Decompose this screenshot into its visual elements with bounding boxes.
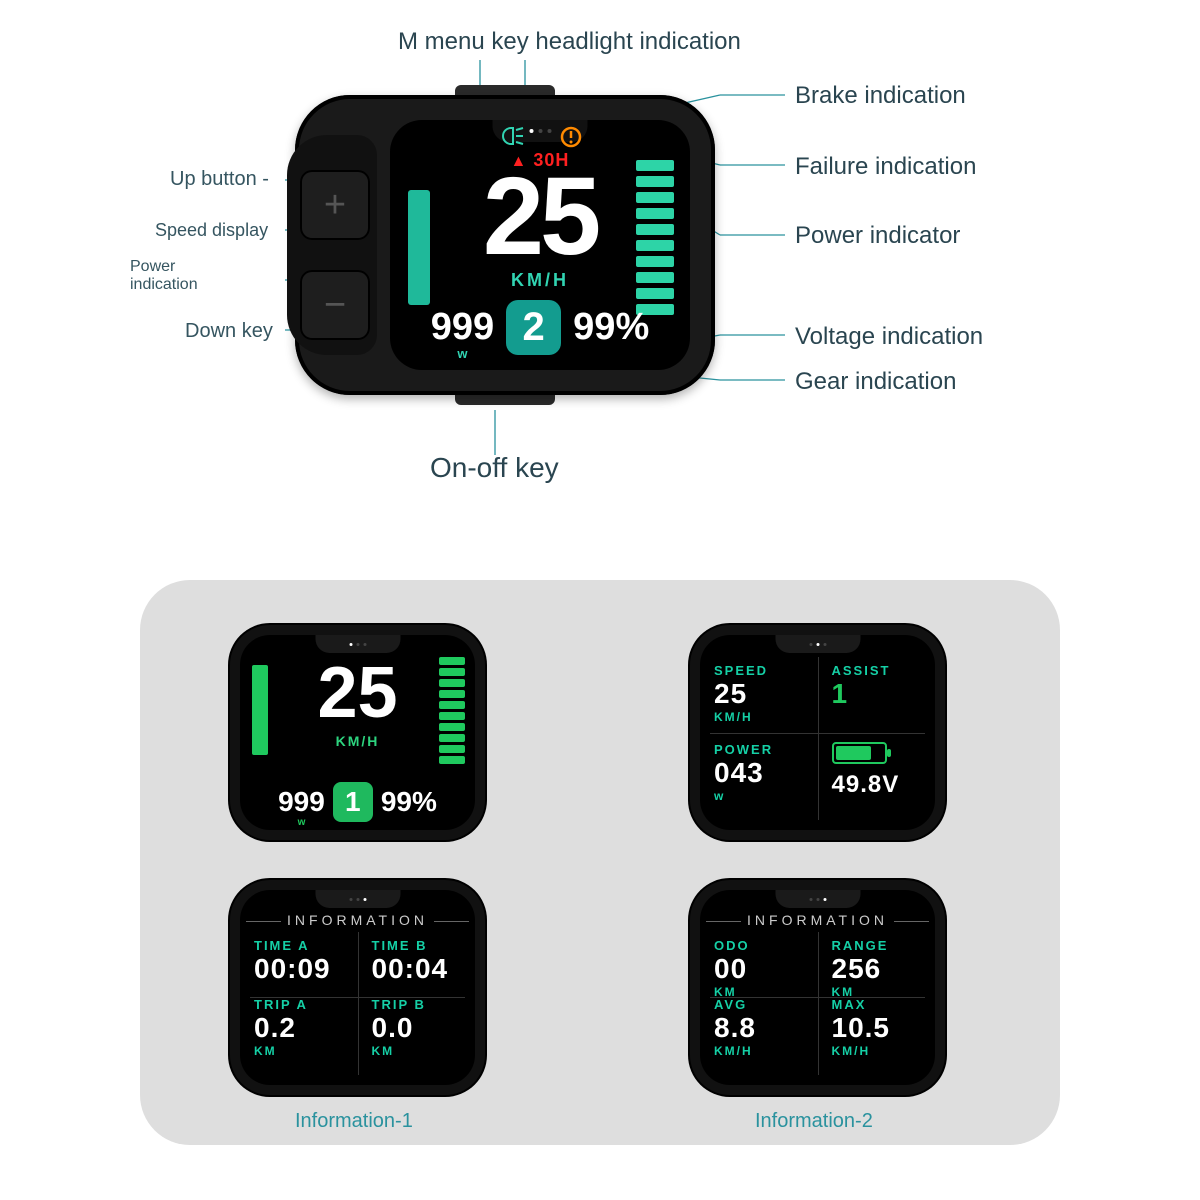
screen-speed-assist: SPEED 25 KM/H ASSIST 1 POWER 043 w 49.8V — [700, 635, 935, 830]
m4-max: MAX10.5KM/H — [818, 991, 936, 1079]
label-gear: Gear indication — [795, 368, 956, 396]
label-power-indication: Power indication — [130, 258, 198, 293]
device: + − ▲ 30H 25 KM/H 999w 2 99% — [295, 95, 715, 395]
screen-information-2: INFORMATION ODO00KM RANGE256KM AVG8.8KM/… — [700, 890, 935, 1085]
m3-trip-b: TRIP B0.0KM — [358, 991, 476, 1079]
m2-assist: ASSIST 1 — [818, 657, 936, 745]
m1-watts: 999w — [278, 786, 325, 818]
main-screen: ▲ 30H 25 KM/H 999w 2 99% — [390, 120, 690, 370]
m2-battery: 49.8V — [818, 736, 936, 824]
m2-speed: SPEED 25 KM/H — [700, 657, 818, 745]
label-voltage: Voltage indication — [795, 323, 983, 351]
label-power-indicator: Power indicator — [795, 222, 960, 250]
caption-info-1: Information-1 — [295, 1110, 413, 1133]
m4-avg: AVG8.8KM/H — [700, 991, 818, 1079]
battery-icon — [832, 742, 887, 764]
m1-pct: 99% — [381, 786, 437, 818]
label-speed-display: Speed display — [155, 220, 268, 241]
m1-gear: 1 — [333, 782, 373, 822]
label-up: Up button - — [170, 168, 269, 191]
up-button[interactable]: + — [300, 170, 370, 240]
screen-information-1: INFORMATION TIME A00:09 TIME B00:04 TRIP… — [240, 890, 475, 1085]
m2-power: POWER 043 w — [700, 736, 818, 824]
m1-speed: 25 — [240, 657, 475, 729]
label-onoff: On-off key — [430, 452, 559, 484]
screens-panel: 25 KM/H 999w 1 99% SPEED 25 KM/H ASSIST … — [140, 580, 1060, 1145]
m1-unit: KM/H — [240, 733, 475, 749]
label-down: Down key — [185, 320, 273, 343]
power-indicator-bars — [636, 160, 674, 315]
down-button[interactable]: − — [300, 270, 370, 340]
m3-title: INFORMATION — [240, 912, 475, 928]
gear-indication: 2 — [506, 300, 561, 355]
caption-info-2: Information-2 — [755, 1110, 873, 1133]
m3-trip-a: TRIP A0.2KM — [240, 991, 358, 1079]
voltage-indication: 99% — [573, 306, 649, 349]
screen-home: 25 KM/H 999w 1 99% — [240, 635, 475, 830]
bottom-row: 999w 2 99% — [390, 296, 690, 358]
watts-value: 999w — [431, 306, 494, 349]
power-indication-bar — [408, 190, 430, 305]
label-failure: Failure indication — [795, 153, 976, 181]
device-case: + − ▲ 30H 25 KM/H 999w 2 99% — [295, 95, 715, 395]
label-brake: Brake indication — [795, 82, 966, 110]
label-m-menu: M menu key headlight indication — [398, 28, 741, 56]
m4-title: INFORMATION — [700, 912, 935, 928]
